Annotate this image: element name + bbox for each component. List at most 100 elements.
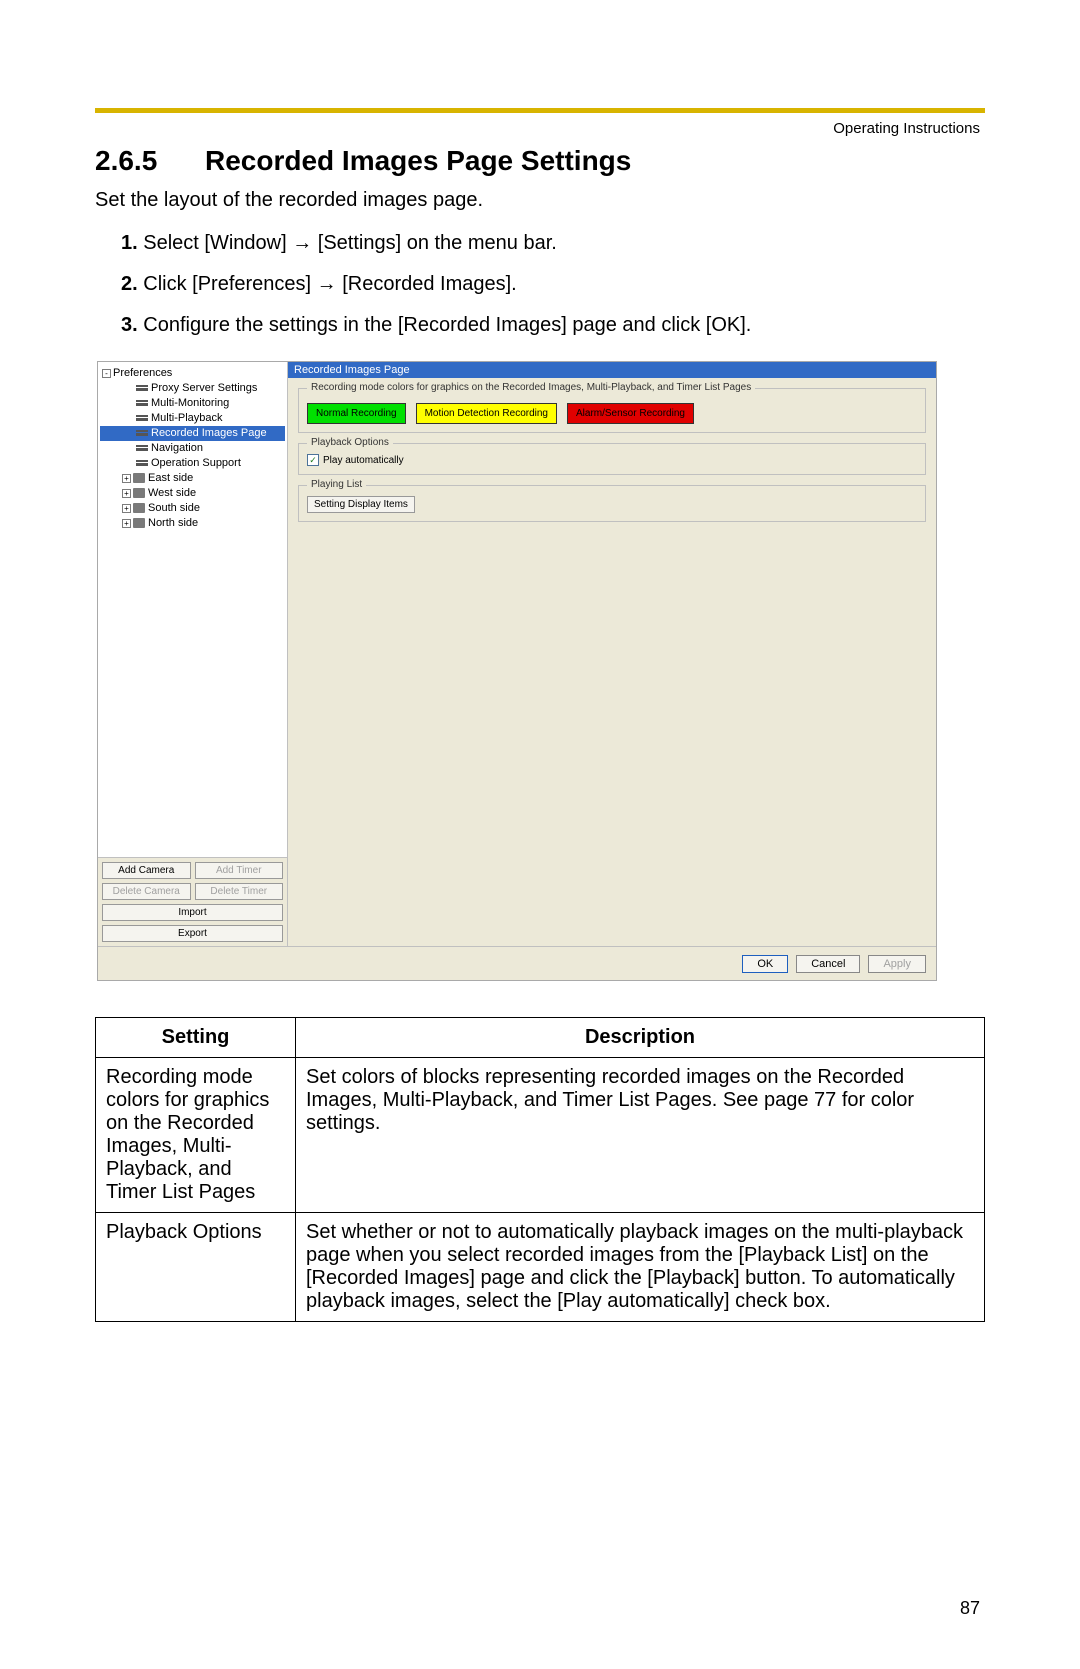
tree-item-label: Proxy Server Settings bbox=[151, 382, 257, 394]
page-number: 87 bbox=[960, 1598, 980, 1619]
setting-display-items-button[interactable]: Setting Display Items bbox=[307, 496, 415, 513]
list-icon bbox=[136, 445, 148, 451]
tree-pane: -PreferencesProxy Server SettingsMulti-M… bbox=[98, 362, 288, 946]
tree-item-label: Preferences bbox=[113, 367, 172, 379]
step-text-a: Configure the settings in the [Recorded … bbox=[143, 314, 751, 336]
group-legend: Playing List bbox=[307, 479, 366, 490]
arrow-icon: → bbox=[292, 232, 312, 254]
tree-item[interactable]: Proxy Server Settings bbox=[100, 381, 285, 396]
settings-dialog: -PreferencesProxy Server SettingsMulti-M… bbox=[97, 361, 937, 981]
camera-icon bbox=[133, 488, 145, 498]
tree-view[interactable]: -PreferencesProxy Server SettingsMulti-M… bbox=[98, 362, 287, 857]
import-button[interactable]: Import bbox=[102, 904, 283, 921]
camera-icon bbox=[133, 503, 145, 513]
settings-panel: Recorded Images Page Recording mode colo… bbox=[288, 362, 936, 946]
play-automatically-row: ✓ Play automatically bbox=[307, 454, 917, 466]
expand-collapse-icon[interactable]: + bbox=[122, 474, 131, 483]
tree-item[interactable]: +West side bbox=[100, 486, 285, 501]
delete-timer-button: Delete Timer bbox=[195, 883, 284, 900]
group-legend: Playback Options bbox=[307, 437, 393, 448]
color-blocks-row: Normal Recording Motion Detection Record… bbox=[307, 403, 917, 424]
checkbox-label: Play automatically bbox=[323, 455, 404, 466]
tree-item[interactable]: + North side bbox=[100, 516, 285, 531]
step-item: 1. Select [Window] → [Settings] on the m… bbox=[115, 232, 985, 255]
tree-item-label: Operation Support bbox=[151, 457, 241, 469]
section-title-text: Recorded Images Page Settings bbox=[205, 145, 631, 176]
expand-collapse-icon[interactable]: + bbox=[122, 504, 131, 513]
setting-cell: Recording mode colors for graphics on th… bbox=[96, 1058, 296, 1213]
description-cell: Set colors of blocks representing record… bbox=[296, 1058, 985, 1213]
group-playback-options: Playback Options ✓ Play automatically bbox=[298, 443, 926, 475]
motion-detection-color-button[interactable]: Motion Detection Recording bbox=[416, 403, 557, 424]
tree-item-label: South side bbox=[148, 502, 200, 514]
settings-description-table: Setting Description Recording mode color… bbox=[95, 1017, 985, 1322]
list-icon bbox=[136, 385, 148, 391]
section-heading: 2.6.5Recorded Images Page Settings bbox=[95, 145, 985, 177]
tree-item-label: North side bbox=[148, 517, 198, 529]
dialog-footer: OK Cancel Apply bbox=[98, 946, 936, 980]
panel-title-bar: Recorded Images Page bbox=[288, 362, 936, 378]
dialog-body: -PreferencesProxy Server SettingsMulti-M… bbox=[98, 362, 936, 946]
expand-collapse-icon[interactable]: - bbox=[102, 369, 111, 378]
play-automatically-checkbox[interactable]: ✓ bbox=[307, 454, 319, 466]
alarm-sensor-color-button[interactable]: Alarm/Sensor Recording bbox=[567, 403, 694, 424]
step-item: 3. Configure the settings in the [Record… bbox=[115, 314, 985, 337]
description-cell: Set whether or not to automatically play… bbox=[296, 1213, 985, 1322]
tree-item-label: Navigation bbox=[151, 442, 203, 454]
step-number: 1. bbox=[121, 232, 138, 254]
tree-item[interactable]: Multi-Playback bbox=[100, 411, 285, 426]
intro-text: Set the layout of the recorded images pa… bbox=[95, 189, 985, 212]
tree-item-label: Multi-Monitoring bbox=[151, 397, 229, 409]
ok-button[interactable]: OK bbox=[742, 955, 788, 973]
table-row: Recording mode colors for graphics on th… bbox=[96, 1058, 985, 1213]
cancel-button[interactable]: Cancel bbox=[796, 955, 860, 973]
step-text-a: Click [Preferences] bbox=[143, 273, 316, 295]
panel-content: Recording mode colors for graphics on th… bbox=[288, 378, 936, 946]
setting-cell: Playback Options bbox=[96, 1213, 296, 1322]
list-icon bbox=[136, 430, 148, 436]
delete-camera-button: Delete Camera bbox=[102, 883, 191, 900]
tree-item-label: East side bbox=[148, 472, 193, 484]
tree-item-label: Recorded Images Page bbox=[151, 427, 267, 439]
add-camera-button[interactable]: Add Camera bbox=[102, 862, 191, 879]
step-number: 2. bbox=[121, 273, 138, 295]
table-row: Playback Options Set whether or not to a… bbox=[96, 1213, 985, 1322]
tree-item[interactable]: + East side bbox=[100, 471, 285, 486]
step-text-b: [Recorded Images]. bbox=[337, 273, 517, 295]
table-header-row: Setting Description bbox=[96, 1018, 985, 1058]
step-text-b: [Settings] on the menu bar. bbox=[312, 232, 557, 254]
tree-item[interactable]: Navigation bbox=[100, 441, 285, 456]
tree-item[interactable]: Multi-Monitoring bbox=[100, 396, 285, 411]
camera-icon bbox=[133, 473, 145, 483]
tree-item[interactable]: Recorded Images Page bbox=[100, 426, 285, 441]
accent-rule bbox=[95, 108, 985, 113]
tree-item[interactable]: + South side bbox=[100, 501, 285, 516]
list-icon bbox=[136, 400, 148, 406]
panel-title: Recorded Images Page bbox=[294, 364, 410, 376]
group-recording-colors: Recording mode colors for graphics on th… bbox=[298, 388, 926, 433]
tree-item-label: Multi-Playback bbox=[151, 412, 223, 424]
expand-collapse-icon[interactable]: + bbox=[122, 489, 131, 498]
tree-button-panel: Add CameraAdd TimerDelete CameraDelete T… bbox=[98, 857, 287, 946]
step-text-a: Select [Window] bbox=[143, 232, 292, 254]
expand-collapse-icon[interactable]: + bbox=[122, 519, 131, 528]
header-label: Operating Instructions bbox=[833, 120, 980, 137]
group-playing-list: Playing List Setting Display Items bbox=[298, 485, 926, 522]
steps-list: 1. Select [Window] → [Settings] on the m… bbox=[115, 232, 985, 337]
normal-recording-color-button[interactable]: Normal Recording bbox=[307, 403, 406, 424]
tree-item[interactable]: Operation Support bbox=[100, 456, 285, 471]
step-item: 2. Click [Preferences] → [Recorded Image… bbox=[115, 273, 985, 296]
export-button[interactable]: Export bbox=[102, 925, 283, 942]
col-header-description: Description bbox=[296, 1018, 985, 1058]
arrow-icon: → bbox=[317, 273, 337, 295]
list-icon bbox=[136, 460, 148, 466]
add-timer-button: Add Timer bbox=[195, 862, 284, 879]
section-number: 2.6.5 bbox=[95, 145, 205, 177]
apply-button: Apply bbox=[868, 955, 926, 973]
document-page: Operating Instructions 2.6.5Recorded Ima… bbox=[0, 0, 1080, 1669]
group-legend: Recording mode colors for graphics on th… bbox=[307, 382, 755, 393]
step-number: 3. bbox=[121, 314, 138, 336]
camera-icon bbox=[133, 518, 145, 528]
list-icon bbox=[136, 415, 148, 421]
tree-item[interactable]: -Preferences bbox=[100, 366, 285, 381]
